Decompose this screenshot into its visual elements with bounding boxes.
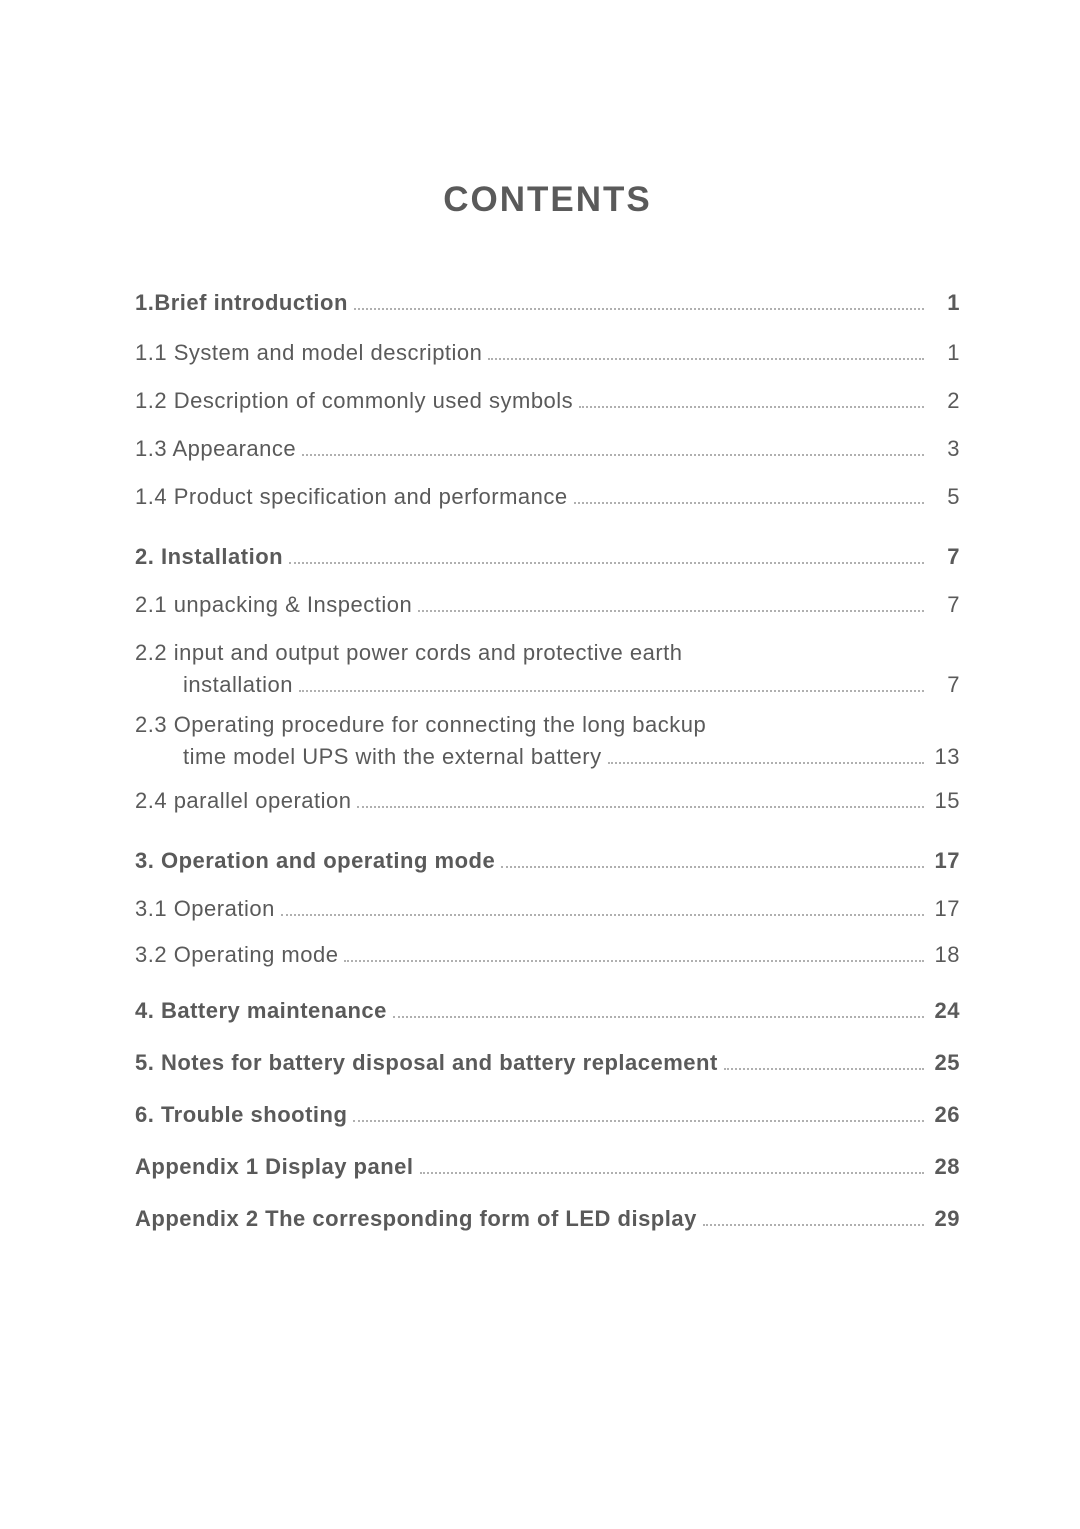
toc-entry-row: time model UPS with the external battery… xyxy=(135,744,960,770)
toc-entry-label: 1.2 Description of commonly used symbols xyxy=(135,388,573,414)
toc-entry: 2. Installation 7 xyxy=(135,544,960,570)
toc-entry-row: installation 7 xyxy=(135,672,960,698)
toc-page-number: 18 xyxy=(930,942,960,968)
toc-entry: 4. Battery maintenance 24 xyxy=(135,998,960,1024)
toc-entry-label: 1.1 System and model description xyxy=(135,340,482,366)
toc-entry: 1.4 Product specification and performanc… xyxy=(135,484,960,510)
toc-dots xyxy=(353,1120,924,1122)
toc-entry: 2.3 Operating procedure for connecting t… xyxy=(135,712,960,770)
toc-entry: 3. Operation and operating mode 17 xyxy=(135,848,960,874)
toc-dots xyxy=(488,358,924,360)
toc-entry-label: 1.4 Product specification and performanc… xyxy=(135,484,568,510)
toc-entry-label: 4. Battery maintenance xyxy=(135,998,387,1024)
toc-dots xyxy=(579,406,924,408)
toc-page-number: 29 xyxy=(930,1206,960,1232)
toc-entry-label: 3.2 Operating mode xyxy=(135,942,338,968)
toc-entry: Appendix 2 The corresponding form of LED… xyxy=(135,1206,960,1232)
toc-dots xyxy=(299,690,924,692)
toc-entry: 1.2 Description of commonly used symbols… xyxy=(135,388,960,414)
toc-page-number: 24 xyxy=(930,998,960,1024)
toc-entry: 2.2 input and output power cords and pro… xyxy=(135,640,960,698)
toc-dots xyxy=(418,610,924,612)
toc-entry: Appendix 1 Display panel 28 xyxy=(135,1154,960,1180)
toc-entry-label-line1: 2.3 Operating procedure for connecting t… xyxy=(135,712,960,738)
toc-dots xyxy=(302,454,924,456)
table-of-contents: 1.Brief introduction11.1 System and mode… xyxy=(135,290,960,1232)
toc-entry: 1.1 System and model description 1 xyxy=(135,340,960,366)
toc-entry-label: 3.1 Operation xyxy=(135,896,275,922)
toc-page-number: 25 xyxy=(930,1050,960,1076)
toc-entry-label: 1.3 Appearance xyxy=(135,436,296,462)
toc-dots xyxy=(357,806,924,808)
toc-page-number: 13 xyxy=(930,744,960,770)
toc-entry-label: 1.Brief introduction xyxy=(135,290,348,316)
toc-entry-label-line2: installation xyxy=(183,672,293,698)
toc-entry-label: 2.4 parallel operation xyxy=(135,788,351,814)
page-container: CONTENTS 1.Brief introduction11.1 System… xyxy=(0,0,1080,1232)
toc-dots xyxy=(724,1068,924,1070)
toc-entry-label: Appendix 2 The corresponding form of LED… xyxy=(135,1206,697,1232)
toc-entry: 5. Notes for battery disposal and batter… xyxy=(135,1050,960,1076)
toc-page-number: 2 xyxy=(930,388,960,414)
toc-page-number: 17 xyxy=(930,896,960,922)
toc-entry-label: 6. Trouble shooting xyxy=(135,1102,347,1128)
toc-dots xyxy=(281,914,924,916)
toc-dots xyxy=(420,1172,924,1174)
toc-entry-label: 2. Installation xyxy=(135,544,283,570)
toc-dots xyxy=(393,1016,924,1018)
toc-dots xyxy=(703,1224,924,1226)
toc-entry: 3.1 Operation 17 xyxy=(135,896,960,922)
toc-page-number: 3 xyxy=(930,436,960,462)
toc-entry-label: 3. Operation and operating mode xyxy=(135,848,495,874)
toc-page-number: 5 xyxy=(930,484,960,510)
toc-entry: 6. Trouble shooting 26 xyxy=(135,1102,960,1128)
toc-dots xyxy=(608,762,924,764)
toc-entry-label: Appendix 1 Display panel xyxy=(135,1154,414,1180)
toc-page-number: 1 xyxy=(930,290,960,316)
toc-entry: 1.Brief introduction 1 xyxy=(135,290,960,316)
toc-entry: 2.1 unpacking & Inspection 7 xyxy=(135,592,960,618)
toc-entry-label-line2: time model UPS with the external battery xyxy=(183,744,602,770)
toc-dots xyxy=(501,866,924,868)
toc-entry: 3.2 Operating mode 18 xyxy=(135,942,960,968)
toc-entry: 2.4 parallel operation 15 xyxy=(135,788,960,814)
toc-dots xyxy=(289,562,924,564)
toc-entry-label: 2.1 unpacking & Inspection xyxy=(135,592,412,618)
toc-entry-label: 5. Notes for battery disposal and batter… xyxy=(135,1050,718,1076)
toc-page-number: 7 xyxy=(930,592,960,618)
toc-page-number: 15 xyxy=(930,788,960,814)
contents-title: CONTENTS xyxy=(135,180,960,220)
toc-entry-label-line1: 2.2 input and output power cords and pro… xyxy=(135,640,960,666)
toc-entry: 1.3 Appearance 3 xyxy=(135,436,960,462)
toc-dots xyxy=(574,502,924,504)
toc-dots xyxy=(344,960,924,962)
toc-page-number: 7 xyxy=(930,544,960,570)
toc-page-number: 7 xyxy=(930,672,960,698)
toc-page-number: 28 xyxy=(930,1154,960,1180)
toc-page-number: 1 xyxy=(930,340,960,366)
toc-dots xyxy=(354,308,924,310)
toc-page-number: 26 xyxy=(930,1102,960,1128)
toc-page-number: 17 xyxy=(930,848,960,874)
